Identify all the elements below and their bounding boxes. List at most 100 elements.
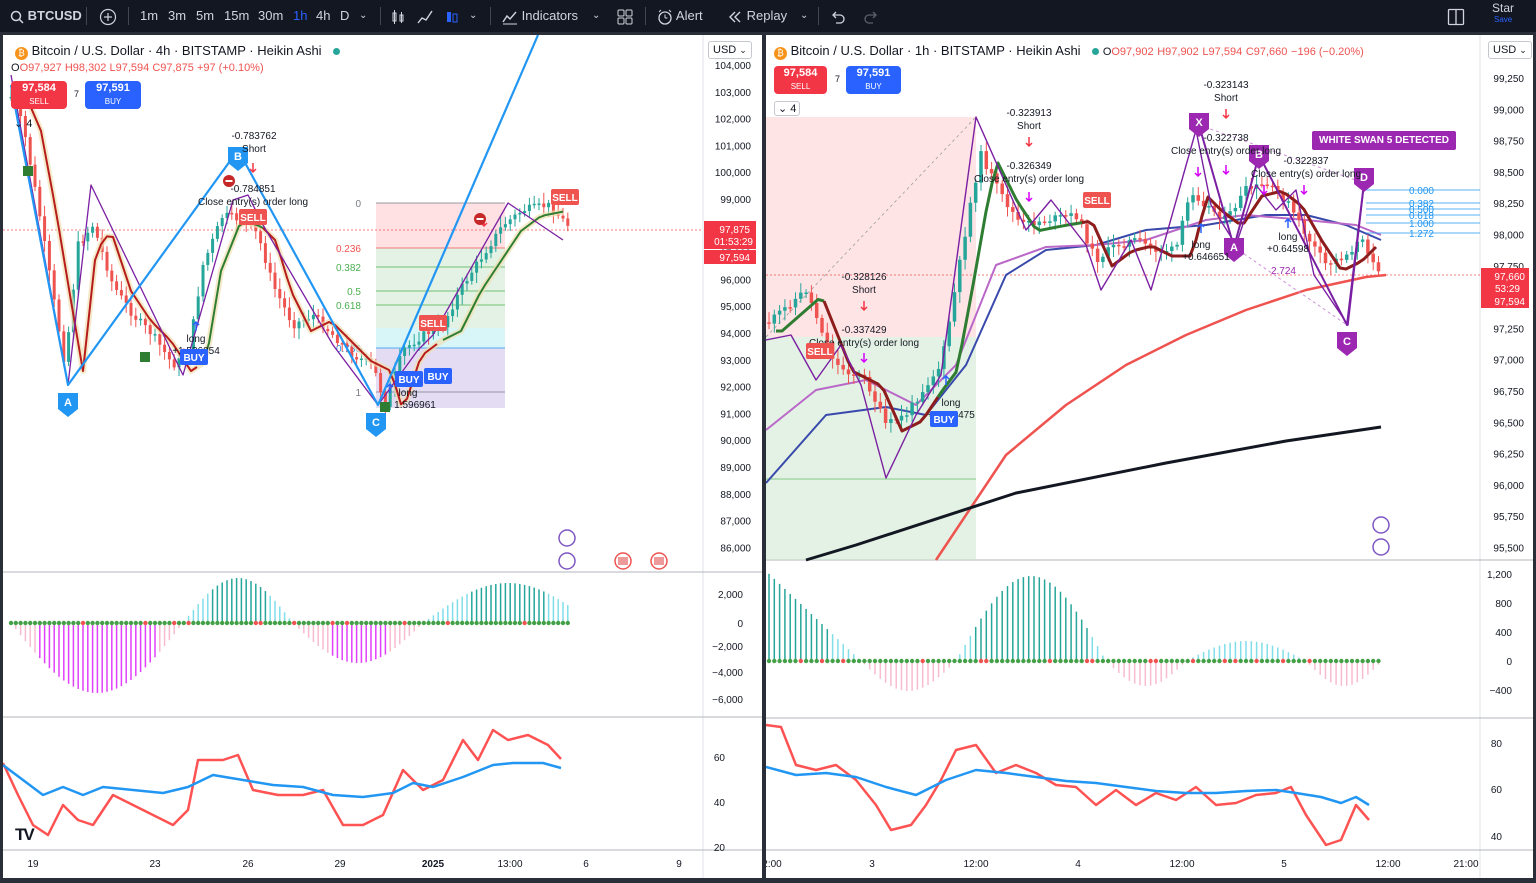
right-candle [1016,211,1020,220]
right-macd-dot [984,658,989,664]
left-macd-dot [498,620,503,626]
interval-d[interactable]: D [340,8,350,23]
right-candle [777,310,782,315]
left-candle [215,226,219,239]
pattern-point-c: C [372,417,380,429]
left-candle [134,315,138,320]
close-arrow-icon [860,353,868,364]
left-macd-dot [162,620,167,626]
right-chart-panel[interactable]: 99,250 99,000 98,750 98,500 98,250 98,000 97,7… [766,35,1533,878]
right-macd-dot [1121,658,1127,664]
interval-5m[interactable]: 5m [196,8,215,23]
alert-button[interactable]: Alert [657,0,703,32]
left-macd-dot [316,620,321,626]
right-sell-price: 97,584 [783,67,818,79]
us-flag-icon-fill [618,557,628,565]
left-candle [297,321,301,329]
interval-dropdown-icon[interactable]: ⌄ [359,10,368,21]
sell-signal-tag: SELL [240,213,266,224]
tradingview-logo: TV [15,825,35,844]
left-macd-dot [522,620,527,626]
right-candle [1026,220,1031,223]
right-candle [1053,215,1057,222]
right-macd-dot [798,658,803,664]
interval-1h[interactable]: 1h [293,8,308,23]
right-spread: 7 [835,74,841,84]
right-macd-dot [814,658,819,664]
pattern-point-a: A [1230,242,1238,254]
undo-button[interactable] [830,0,846,32]
right-chart-legend[interactable]: ₿ Bitcoin / U.S. Dollar · 1h · BITSTAMP … [774,43,1364,60]
macd-tick: 2,000 [718,590,743,601]
left-chart-legend[interactable]: ₿ Bitcoin / U.S. Dollar · 4h · BITSTAMP … [15,43,341,60]
fib-level-label: 0.500 [1409,205,1434,216]
right-collapse-count: 4 [790,103,797,115]
right-candle [1260,184,1264,186]
right-macd-dot [872,658,878,664]
right-candle [979,151,983,183]
sell-signal-tag: SELL [552,193,578,204]
left-chart-canvas[interactable]: 104,000103,000102,000101,000100,00099,00… [3,35,762,878]
replay-dropdown-icon[interactable]: ⌄ [800,10,809,21]
left-candle [407,345,411,348]
right-macd-dot [1106,658,1111,664]
indicators-button[interactable]: Indicators [502,0,578,32]
left-macd-dot [296,620,302,626]
left-buy-button[interactable]: 97,591 BUY [85,81,141,109]
candle-type-button[interactable] [390,0,406,32]
left-chart-panel[interactable]: 104,000 103,000 102,000 101,000 100,000 99,00… [3,35,762,878]
redo-button[interactable] [863,0,879,32]
right-candle [931,376,936,386]
left-macd-dot [181,620,186,626]
star-save-button[interactable]: Star Save [1480,0,1528,32]
last-price-tag-bg [1481,268,1529,296]
interval-1m[interactable]: 1m [140,8,159,23]
ma-line-red [262,227,438,406]
bar-type-button[interactable] [444,0,460,32]
time-tick: 2025 [422,859,445,870]
layout-button[interactable] [617,0,633,32]
price-tick: 86,000 [720,543,751,554]
left-macd-dot [311,620,316,626]
right-candle [809,292,814,304]
rsi-tick: 80 [1491,739,1503,750]
right-candle [1217,211,1222,220]
symbol-search[interactable]: BTCUSD [10,0,82,32]
right-buy-button[interactable]: 97,591 BUY [846,66,901,94]
left-macd-dot [90,620,95,626]
long-signal-value: 1.596961 [394,400,436,411]
right-collapse-toggle[interactable]: ⌄ 4 [774,101,801,116]
right-macd-dot [909,658,915,664]
time-tick: 6 [583,859,589,870]
right-currency-select[interactable]: USD ⌄ [1488,41,1532,59]
left-currency-select[interactable]: USD ⌄ [708,41,752,59]
macd-tick: 1,200 [1487,570,1512,581]
left-sell-button[interactable]: 97,584 SELL [11,81,67,109]
left-candle [359,358,363,361]
interval-3m[interactable]: 3m [168,8,187,23]
right-candle [984,151,989,170]
right-chart-canvas[interactable]: 99,250 99,000 98,750 98,500 98,250 98,000 97,7… [766,35,1533,878]
right-macd-dot [841,658,846,664]
left-macd-dot [320,620,326,626]
indicators-dropdown-icon[interactable]: ⌄ [592,10,601,21]
left-collapse-toggle[interactable]: ⌄ 4 [14,118,33,130]
left-candle [542,203,546,208]
long-arrow-icon [1197,222,1205,233]
fullscreen-button[interactable] [1447,0,1465,32]
chart-type-dropdown-icon[interactable]: ⌄ [469,10,478,21]
left-candle [91,226,95,233]
right-sell-button[interactable]: 97,584 SELL [774,66,827,94]
line-type-button[interactable] [417,0,433,32]
right-macd-dot [1063,658,1068,664]
time-tick: 26 [242,859,254,870]
right-macd-dot [1047,658,1053,664]
interval-15m[interactable]: 15m [224,8,250,23]
interval-30m[interactable]: 30m [258,8,284,23]
left-macd-dot [541,620,546,626]
interval-4h[interactable]: 4h [316,8,331,23]
right-macd-dot [952,658,957,664]
add-symbol-button[interactable] [99,0,117,32]
right-open: O97,902 [1111,46,1154,58]
replay-button[interactable]: Replay [727,0,787,32]
